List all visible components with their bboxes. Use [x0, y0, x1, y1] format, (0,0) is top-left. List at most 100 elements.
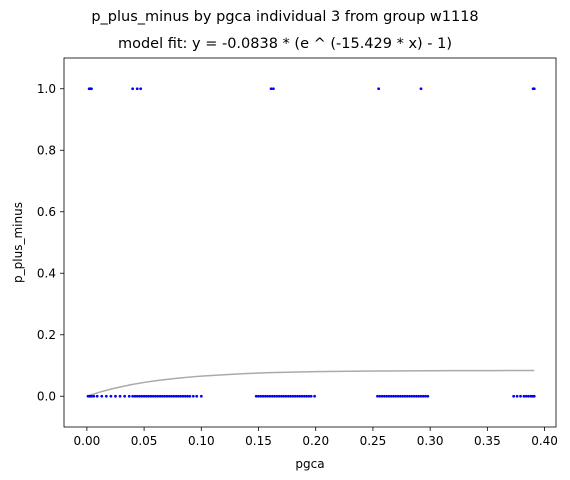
data-point [419, 394, 423, 398]
data-point [532, 394, 536, 398]
data-point [151, 394, 155, 398]
x-tick-label: 0.40 [531, 434, 558, 448]
data-point [401, 394, 405, 398]
data-point [415, 394, 418, 398]
data-point [156, 394, 160, 398]
data-point [186, 394, 189, 398]
data-point [385, 394, 389, 398]
data-point [161, 394, 164, 398]
data-point [532, 87, 536, 91]
data-point [90, 87, 93, 91]
data-point [307, 394, 311, 398]
x-tick-label: 0.15 [245, 434, 272, 448]
y-tick-label: 0.6 [37, 205, 56, 219]
x-tick-label: 0.00 [74, 434, 101, 448]
plot-frame [63, 57, 557, 428]
data-point [118, 394, 122, 398]
data-point [382, 394, 386, 398]
data-point [135, 394, 139, 398]
chart-title: p_plus_minus by pgca individual 3 from g… [91, 9, 479, 25]
data-point [410, 394, 414, 398]
data-point [269, 87, 273, 91]
data-point [172, 394, 176, 398]
data-point [389, 394, 393, 398]
data-point [158, 394, 162, 398]
data-point [123, 394, 127, 398]
data-point [512, 394, 516, 398]
chart-subtitle: model fit: y = -0.0838 * (e ^ (-15.429 *… [117, 36, 453, 52]
data-point [163, 394, 167, 398]
data-point [188, 394, 192, 398]
data-point [396, 394, 400, 398]
data-point [527, 394, 530, 398]
data-point [524, 394, 528, 398]
fit-curve-layer [86, 369, 535, 397]
data-point [254, 394, 258, 398]
data-point [257, 394, 260, 398]
data-point [282, 394, 286, 398]
data-point [183, 394, 187, 398]
data-points-layer [86, 87, 536, 398]
fit-curve [86, 369, 535, 397]
data-point [261, 394, 265, 398]
data-point [417, 394, 421, 398]
data-point [515, 394, 519, 398]
data-point [387, 394, 391, 398]
data-point [149, 394, 153, 398]
x-tick-label: 0.25 [360, 434, 387, 448]
y-tick-label: 0.8 [37, 143, 56, 157]
data-point [270, 394, 274, 398]
data-point [259, 394, 263, 398]
data-point [408, 394, 411, 398]
data-point [419, 87, 423, 91]
data-point [167, 394, 171, 398]
data-point [309, 394, 313, 398]
data-point [377, 87, 381, 91]
y-tick-label: 1.0 [37, 82, 56, 96]
data-point [412, 394, 416, 398]
x-tick-label: 0.05 [131, 434, 158, 448]
data-point [139, 87, 143, 91]
data-point [403, 394, 407, 398]
data-point [195, 394, 199, 398]
data-point [271, 87, 275, 91]
data-point [127, 394, 131, 398]
data-point [305, 394, 308, 398]
data-point [398, 394, 402, 398]
data-point [181, 394, 185, 398]
data-point [174, 394, 178, 398]
data-point [405, 394, 409, 398]
data-point [114, 394, 117, 398]
data-point [376, 394, 379, 398]
data-point [144, 394, 148, 398]
y-axis-ticks: 0.0 0.2 0.4 0.6 0.8 1.0 [37, 82, 64, 403]
data-point [170, 394, 173, 398]
data-point [298, 394, 302, 398]
data-point [263, 394, 267, 398]
data-point [104, 394, 108, 398]
data-point [424, 394, 427, 398]
data-point [296, 394, 299, 398]
data-point [138, 394, 141, 398]
data-point [284, 394, 288, 398]
data-point [378, 394, 382, 398]
data-point [191, 394, 195, 398]
data-point [279, 394, 283, 398]
x-tick-label: 0.35 [474, 434, 501, 448]
data-point [142, 394, 146, 398]
data-point [135, 87, 139, 91]
data-point [147, 394, 151, 398]
data-point [109, 394, 113, 398]
x-axis-label: pgca [295, 457, 324, 471]
data-point [154, 394, 157, 398]
data-point [92, 394, 96, 398]
data-point [95, 394, 99, 398]
data-point [519, 394, 522, 398]
y-axis-label: p_plus_minus [11, 202, 25, 283]
data-point [268, 394, 272, 398]
data-point [286, 394, 290, 398]
data-point [177, 394, 180, 398]
data-point [426, 394, 430, 398]
data-point [293, 394, 297, 398]
data-point [199, 394, 203, 398]
